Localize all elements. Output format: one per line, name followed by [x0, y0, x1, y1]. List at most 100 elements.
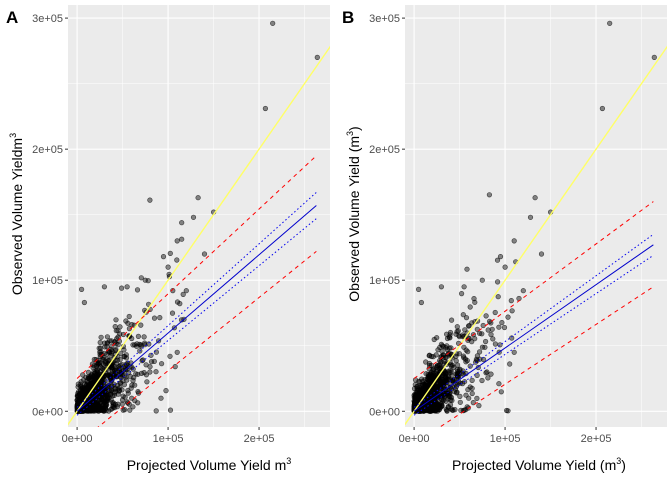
data-point: [107, 392, 113, 398]
pi_upper-line: [413, 201, 654, 379]
data-point: [447, 402, 454, 408]
data-point: [440, 392, 446, 398]
data-point: [115, 328, 121, 334]
data-point: [416, 286, 422, 293]
fit-line: [76, 205, 317, 412]
data-point: [433, 352, 439, 358]
data-point: [454, 324, 460, 330]
y-tick-label: 1e+05: [369, 275, 400, 287]
x-tick-label: 2e+05: [244, 433, 275, 445]
data-point: [153, 349, 159, 355]
data-point: [119, 397, 126, 403]
data-point: [432, 385, 438, 392]
data-point: [427, 371, 434, 377]
data-point: [104, 402, 110, 408]
data-point: [453, 383, 460, 390]
one-to-one-line: [405, 45, 667, 426]
data-point: [104, 334, 110, 340]
data-point: [179, 220, 185, 226]
data-point: [492, 341, 499, 347]
data-point: [471, 296, 477, 302]
data-point: [80, 372, 86, 378]
data-point: [479, 331, 485, 337]
data-point: [174, 257, 180, 263]
data-point: [270, 20, 276, 26]
panel-b: B Projected Volume Yield (m3) Observed V…: [342, 5, 667, 473]
data-point: [607, 20, 613, 26]
data-point: [419, 385, 425, 392]
data-point: [479, 277, 485, 283]
data-point: [434, 335, 440, 341]
data-point: [96, 345, 102, 351]
data-point: [476, 403, 482, 409]
data-point: [415, 398, 421, 404]
data-point: [118, 380, 124, 386]
data-point: [124, 377, 130, 383]
data-point: [497, 254, 504, 260]
data-point: [504, 407, 510, 414]
y-tick-label: 2e+05: [32, 144, 63, 156]
data-point: [124, 284, 130, 290]
data-point: [488, 331, 494, 338]
data-point: [442, 378, 448, 385]
data-point: [129, 382, 135, 388]
data-point: [126, 326, 132, 332]
data-point: [101, 284, 107, 290]
panel-a-tag: A: [6, 8, 18, 27]
data-point: [112, 348, 119, 354]
data-point: [107, 348, 113, 355]
data-point: [469, 320, 475, 326]
data-point: [427, 406, 433, 412]
data-point: [115, 386, 121, 392]
data-point: [495, 279, 501, 285]
data-point: [511, 349, 517, 355]
data-point: [148, 359, 155, 365]
panel-a-x-axis-title: Projected Volume Yield m3: [127, 456, 292, 473]
data-point: [520, 288, 526, 294]
data-point: [114, 368, 120, 374]
data-point: [473, 359, 479, 365]
data-point: [78, 286, 85, 293]
data-point: [134, 287, 141, 293]
data-point: [527, 214, 534, 220]
data-point: [174, 238, 180, 244]
data-point: [119, 401, 125, 407]
x-tick-label: 0e+00: [399, 433, 430, 445]
data-point: [98, 334, 104, 340]
data-point: [457, 393, 463, 400]
data-point: [87, 398, 93, 404]
data-point: [509, 308, 515, 314]
data-point: [158, 395, 164, 401]
data-point: [169, 310, 176, 316]
data-point: [135, 333, 141, 340]
data-point: [113, 388, 119, 395]
data-point: [457, 399, 463, 405]
fit-line: [413, 244, 654, 412]
panel-background: [68, 5, 330, 427]
data-point: [100, 398, 106, 404]
data-point: [91, 363, 97, 369]
data-point: [97, 339, 103, 346]
data-point: [464, 266, 470, 272]
data-point: [126, 313, 132, 320]
x-tick-label: 2e+05: [581, 433, 612, 445]
data-point: [488, 320, 494, 326]
data-point: [414, 383, 421, 390]
data-point: [86, 383, 92, 389]
data-point: [109, 383, 115, 389]
data-point: [114, 357, 120, 363]
data-point: [179, 236, 185, 242]
data-point: [484, 369, 490, 375]
data-point: [470, 400, 476, 406]
data-point: [113, 317, 119, 323]
data-point: [456, 334, 463, 340]
data-point: [88, 372, 94, 378]
y-tick-label: 2e+05: [369, 144, 400, 156]
data-point: [144, 379, 150, 385]
data-point: [456, 351, 463, 357]
data-point: [469, 339, 475, 345]
data-point: [479, 377, 485, 384]
data-point: [466, 395, 472, 401]
data-point: [467, 304, 473, 310]
